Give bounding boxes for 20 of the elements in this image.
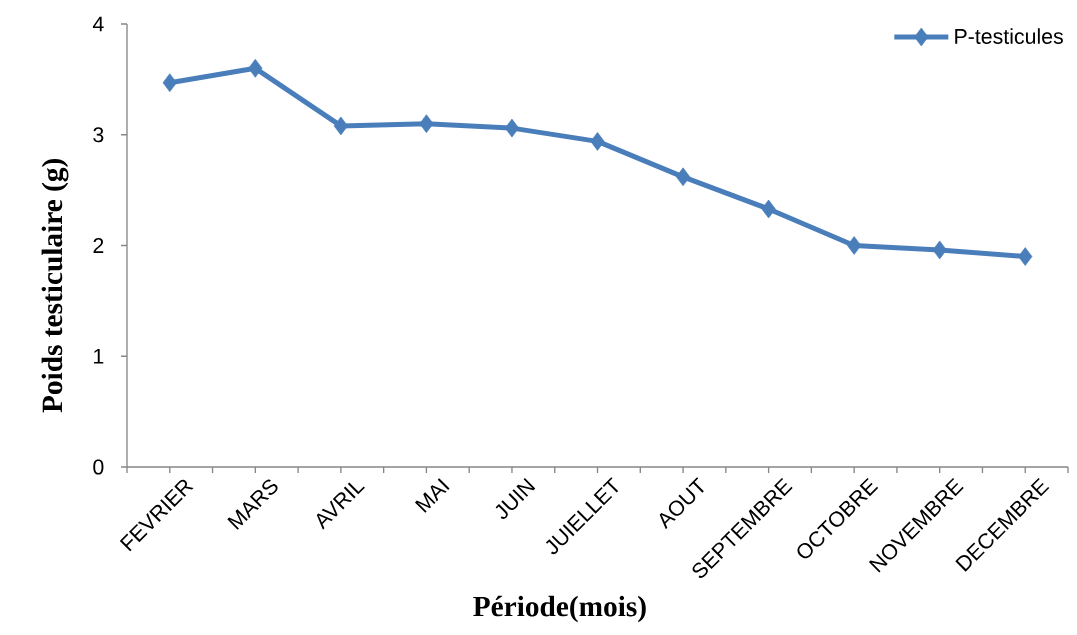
point [419, 114, 434, 134]
x-tick-label: MAI [414, 478, 450, 513]
y-tick-label: 2 [93, 238, 104, 253]
y-tick-label: 3 [93, 127, 104, 143]
point [504, 118, 520, 138]
point [1018, 247, 1033, 266]
x-axis-title: Période(mois) [473, 595, 646, 623]
point [590, 132, 605, 151]
point [847, 236, 862, 255]
y-axis-title: Poids testiculaire (g) [41, 159, 69, 413]
y-tick-label: 4 [92, 16, 104, 32]
legend-label: P-testicules [955, 28, 1063, 44]
y-tick-label: 1 [94, 348, 104, 364]
point [248, 58, 263, 78]
point [932, 240, 947, 260]
point [162, 73, 177, 93]
point [675, 167, 691, 187]
point [333, 116, 348, 136]
y-tick-label: 0 [93, 459, 104, 475]
point [761, 199, 776, 219]
